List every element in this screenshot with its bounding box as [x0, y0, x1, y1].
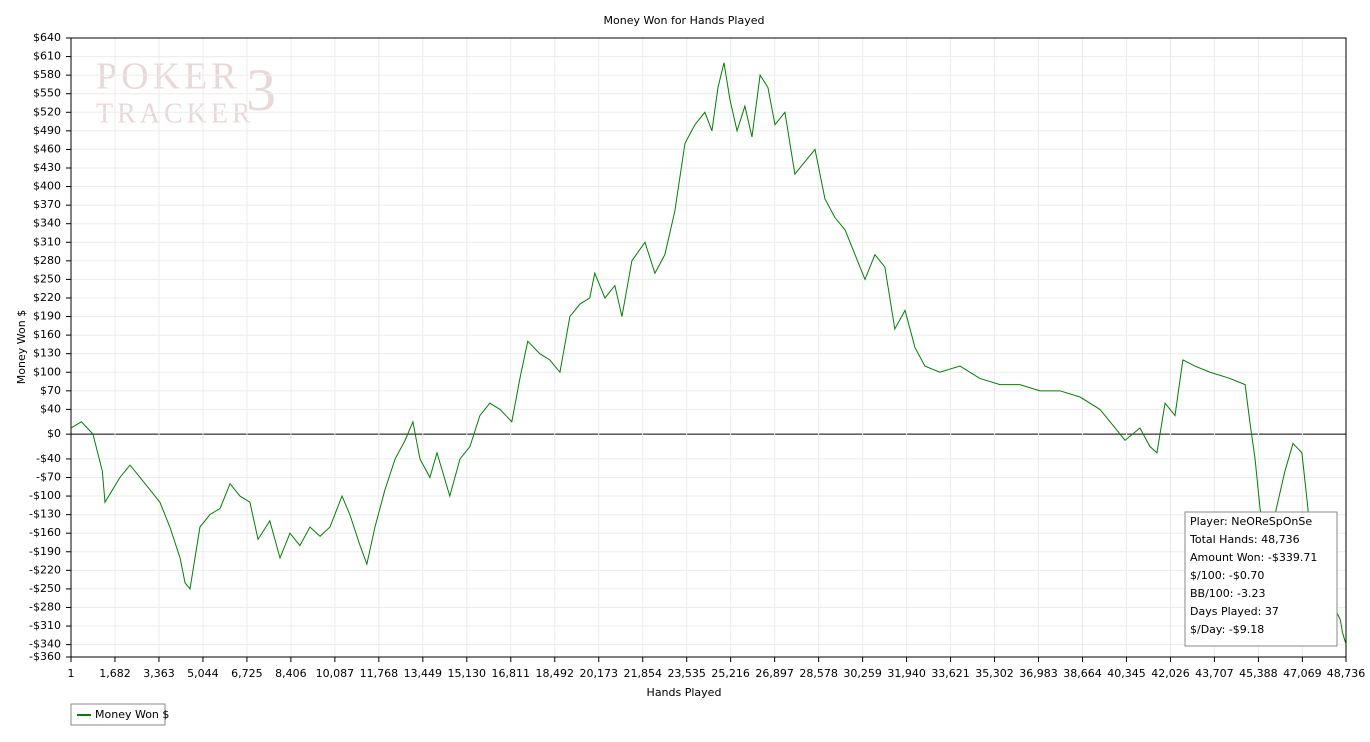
y-tick-label: $520	[33, 105, 61, 118]
x-tick-label: 3,363	[143, 667, 175, 680]
y-tick-label: $610	[33, 50, 61, 63]
y-tick-label: $550	[33, 87, 61, 100]
x-tick-label: 25,216	[711, 667, 750, 680]
y-tick-label: $430	[33, 161, 61, 174]
x-axis-label: Hands Played	[647, 686, 722, 699]
x-tick-label: 10,087	[316, 667, 355, 680]
x-tick-label: 26,897	[755, 667, 794, 680]
y-tick-label: $220	[33, 291, 61, 304]
watermark: TRACKER	[96, 98, 255, 129]
x-tick-label: 42,026	[1151, 667, 1190, 680]
y-tick-label: $280	[33, 254, 61, 267]
stat-line: Amount Won: -$339.71	[1190, 551, 1317, 564]
y-tick-label: $40	[40, 402, 61, 415]
y-tick-label: -$220	[29, 563, 61, 576]
x-tick-label: 1	[68, 667, 75, 680]
x-tick-label: 23,535	[667, 667, 706, 680]
y-tick-label: $100	[33, 365, 61, 378]
y-tick-label: $70	[40, 384, 61, 397]
x-tick-label: 33,621	[931, 667, 970, 680]
x-tick-label: 36,983	[1019, 667, 1058, 680]
legend-label: Money Won $	[95, 708, 169, 721]
y-tick-label: -$280	[29, 600, 61, 613]
x-tick-label: 28,578	[799, 667, 838, 680]
chart-title: Money Won for Hands Played	[604, 14, 765, 27]
stat-line: $/Day: -$9.18	[1190, 623, 1264, 636]
x-tick-label: 45,388	[1239, 667, 1278, 680]
x-tick-label: 20,173	[579, 667, 618, 680]
stat-line: Total Hands: 48,736	[1189, 533, 1300, 546]
x-tick-label: 15,130	[448, 667, 487, 680]
watermark: POKER	[96, 56, 241, 98]
x-tick-label: 21,854	[623, 667, 662, 680]
y-tick-label: $490	[33, 124, 61, 137]
x-tick-label: 16,811	[492, 667, 531, 680]
x-tick-label: 5,044	[187, 667, 219, 680]
x-tick-label: 8,406	[275, 667, 307, 680]
x-tick-label: 38,664	[1063, 667, 1102, 680]
stat-line: Days Played: 37	[1190, 605, 1279, 618]
y-tick-label: $160	[33, 328, 61, 341]
stat-line: Player: NeOReSpOnSe	[1190, 515, 1312, 528]
y-tick-label: -$250	[29, 582, 61, 595]
legend	[70, 703, 166, 726]
y-tick-label: -$160	[29, 526, 61, 539]
y-tick-label: -$340	[29, 638, 61, 651]
x-tick-label: 35,302	[975, 667, 1014, 680]
y-tick-label: $130	[33, 347, 61, 360]
stat-line: $/100: -$0.70	[1190, 569, 1264, 582]
x-tick-label: 43,707	[1195, 667, 1234, 680]
x-tick-label: 31,940	[887, 667, 926, 680]
x-tick-label: 6,725	[231, 667, 263, 680]
y-tick-label: $340	[33, 217, 61, 230]
x-tick-label: 48,736	[1327, 667, 1366, 680]
y-tick-label: -$40	[36, 452, 61, 465]
y-tick-label: $0	[47, 427, 61, 440]
y-tick-label: $370	[33, 198, 61, 211]
x-tick-label: 30,259	[843, 667, 882, 680]
y-tick-label: $190	[33, 310, 61, 323]
y-tick-label: $310	[33, 235, 61, 248]
y-tick-label: $580	[33, 68, 61, 81]
data-line	[70, 62, 1347, 645]
y-tick-label: -$70	[36, 470, 61, 483]
stat-line: BB/100: -3.23	[1190, 587, 1265, 600]
x-tick-label: 1,682	[99, 667, 131, 680]
x-tick-label: 13,449	[404, 667, 443, 680]
y-tick-label: -$100	[29, 489, 61, 502]
x-tick-label: 11,768	[360, 667, 399, 680]
y-tick-label: -$190	[29, 545, 61, 558]
y-tick-label: $400	[33, 180, 61, 193]
y-tick-label: $250	[33, 272, 61, 285]
stats-box	[1184, 511, 1338, 647]
y-axis-label: Money Won $	[15, 310, 28, 384]
y-tick-label: $460	[33, 142, 61, 155]
watermark: 3	[246, 57, 280, 123]
plot-frame	[70, 37, 1347, 658]
x-tick-label: 40,345	[1107, 667, 1146, 680]
x-tick-label: 18,492	[536, 667, 575, 680]
x-tick-label: 47,069	[1283, 667, 1322, 680]
y-tick-label: -$130	[29, 508, 61, 521]
y-tick-label: -$310	[29, 619, 61, 632]
y-tick-label: -$360	[29, 650, 61, 663]
y-tick-label: $640	[33, 31, 61, 44]
